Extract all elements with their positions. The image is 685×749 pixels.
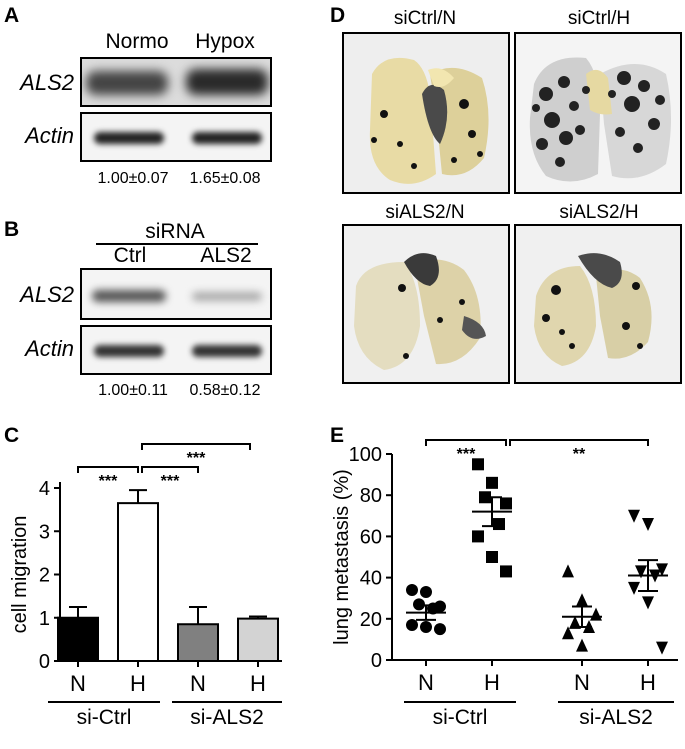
data-point [420, 621, 432, 634]
data-point [493, 518, 505, 531]
photo-title-sictrl-n: siCtrl/N [393, 8, 457, 29]
panel-c-bar-chart: 0 1 2 3 4 cell migration N H N H *** *** *** si-Ctrl s… [9, 443, 282, 729]
panel-b-row-als2: ALS2 [20, 282, 74, 307]
panel-a-als2-blot [80, 57, 272, 107]
significance-label: ** [573, 446, 586, 463]
significance-bracket [77, 466, 139, 473]
y-tick-label: 3 [39, 521, 50, 543]
significance-label: *** [457, 446, 476, 463]
panel-e-label: E [330, 424, 345, 447]
significance-label: *** [161, 473, 180, 490]
group-label-si-als2: si-ALS2 [579, 706, 653, 729]
panel-b-quant-ctrl: 1.00±0.11 [98, 382, 168, 399]
photo-title-sials2-n: siALS2/N [385, 202, 465, 223]
bar [117, 502, 159, 662]
data-point [500, 497, 512, 510]
y-tick-label: 2 [39, 565, 50, 587]
x-tick-label: N [574, 670, 590, 695]
panel-b-col-als2: ALS2 [200, 244, 252, 267]
data-point [628, 581, 640, 595]
bar [177, 623, 219, 663]
data-point [420, 586, 432, 599]
panel-b-quant-als2: 0.58±0.12 [189, 382, 261, 399]
significance-bracket [141, 443, 251, 450]
panel-b-group-line [96, 243, 258, 245]
data-point [656, 641, 668, 655]
y-axis-title: lung metastasis (%) [331, 469, 353, 645]
panel-a-quant-hypox: 1.65±0.08 [189, 170, 261, 187]
panel-b-row-actin: Actin [25, 336, 74, 361]
significance-label: *** [187, 450, 206, 467]
lung-photo-sials2-h [514, 224, 682, 384]
y-tick-label: 100 [349, 444, 382, 466]
data-point [590, 607, 602, 621]
lung-photo-sials2-n [342, 224, 510, 384]
x-tick-label: N [190, 671, 206, 696]
data-point [562, 564, 574, 578]
panel-b-col-ctrl: Ctrl [113, 244, 147, 267]
data-point [642, 518, 654, 532]
x-tick-label: H [250, 671, 266, 696]
group-label-si-ctrl: si-Ctrl [77, 706, 132, 729]
significance-bracket [509, 439, 649, 446]
y-tick-label: 80 [360, 485, 382, 507]
data-point [635, 565, 647, 579]
panel-b-label: B [4, 218, 20, 241]
panel-c-label: C [4, 424, 20, 447]
y-tick-label: 0 [371, 650, 382, 672]
y-axis-title: cell migration [9, 516, 31, 634]
data-point [569, 615, 581, 629]
y-tick-label: 1 [39, 608, 50, 630]
panel-b-als2-blot [80, 268, 272, 320]
x-tick-label: N [70, 671, 86, 696]
group-label-si-als2: si-ALS2 [190, 706, 264, 729]
data-point [486, 551, 498, 563]
significance-label: *** [99, 473, 118, 490]
y-tick-label: 60 [360, 526, 382, 548]
data-point [656, 563, 668, 577]
lung-photo-sictrl-h [514, 32, 682, 194]
x-tick-label: H [484, 670, 500, 695]
panel-a-col-hypox: Hypox [195, 30, 255, 53]
data-point [472, 530, 484, 543]
x-tick-label: H [640, 670, 656, 695]
data-point [434, 623, 446, 636]
data-point [642, 596, 654, 610]
panel-a-row-als2: ALS2 [20, 70, 74, 95]
data-point [562, 626, 574, 640]
panel-a-actin-blot [80, 112, 272, 162]
data-point [628, 509, 640, 523]
data-point [576, 638, 588, 652]
bar [57, 616, 99, 662]
y-tick-label: 0 [39, 651, 50, 673]
data-point [576, 593, 588, 607]
significance-bracket [141, 466, 199, 473]
panel-d-label: D [330, 4, 346, 27]
lung-photo-sictrl-n [342, 32, 510, 194]
group-label-si-ctrl: si-Ctrl [433, 706, 488, 729]
y-tick-label: 4 [39, 478, 50, 500]
y-tick-label: 20 [360, 609, 382, 631]
data-point [472, 458, 484, 471]
panel-a-label: A [4, 4, 20, 27]
panel-b-group: siRNA [145, 220, 205, 243]
bar [237, 617, 279, 663]
data-point [406, 618, 418, 631]
photo-title-sictrl-h: siCtrl/H [567, 8, 631, 29]
data-point [413, 598, 425, 611]
data-point [486, 476, 498, 489]
photo-title-sials2-h: siALS2/H [559, 202, 639, 223]
data-point [500, 565, 512, 578]
y-tick-label: 40 [360, 568, 382, 590]
panel-b-actin-blot [80, 325, 272, 375]
x-tick-label: H [130, 671, 146, 696]
panel-a-row-actin: Actin [25, 123, 74, 148]
data-point [406, 583, 418, 596]
significance-bracket [425, 439, 507, 446]
panel-a-col-normo: Normo [105, 30, 169, 53]
panel-a-quant-normo: 1.00±0.07 [97, 170, 169, 187]
x-tick-label: N [418, 670, 434, 695]
